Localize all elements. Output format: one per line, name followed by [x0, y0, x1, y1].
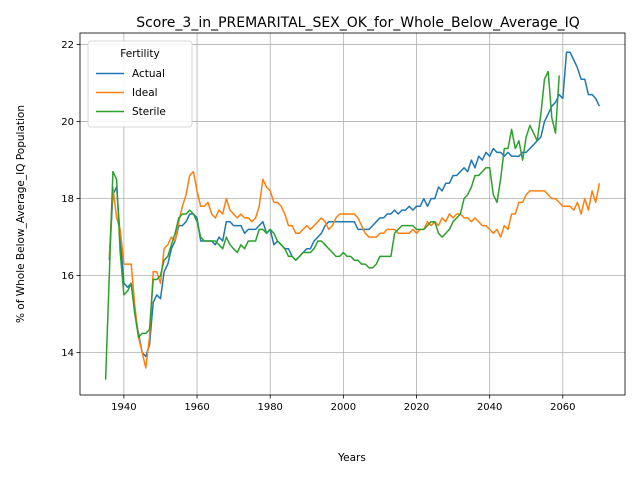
legend-entry-sterile: Sterile	[132, 106, 166, 118]
x-axis-label: Years	[337, 452, 366, 464]
y-axis: 14 16 18 20 22	[61, 40, 80, 359]
series-line-sterile	[104, 70, 560, 380]
legend-box	[87, 40, 193, 128]
legend: Fertility Actual Ideal Sterile	[87, 40, 193, 128]
legend-entry-ideal: Ideal	[132, 87, 158, 99]
x-tick-label: 2020	[404, 402, 429, 413]
plot-frame	[79, 32, 626, 396]
y-tick-label: 16	[61, 271, 74, 282]
legend-entry-actual: Actual	[132, 68, 165, 80]
y-tick-label: 22	[61, 40, 74, 51]
y-axis-label: % of Whole Below_Average_IQ Population	[15, 105, 27, 323]
series-line-actual	[108, 51, 601, 358]
series-line-ideal	[108, 170, 601, 369]
series-layer	[104, 51, 601, 380]
x-tick-label: 2000	[331, 402, 356, 413]
x-tick-label: 2060	[550, 402, 575, 413]
x-tick-label: 1940	[111, 402, 136, 413]
y-tick-label: 18	[61, 194, 74, 205]
x-tick-label: 1960	[184, 402, 209, 413]
chart-title: Score_3_in_PREMARITAL_SEX_OK_for_Whole_B…	[136, 15, 580, 31]
x-tick-label: 1980	[257, 402, 282, 413]
legend-title: Fertility	[120, 48, 159, 60]
x-axis: 1940 1960 1980 2000 2020 2040 2060	[111, 395, 576, 413]
x-tick-label: 2040	[477, 402, 502, 413]
y-tick-label: 14	[61, 348, 74, 359]
y-tick-label: 20	[61, 117, 74, 128]
